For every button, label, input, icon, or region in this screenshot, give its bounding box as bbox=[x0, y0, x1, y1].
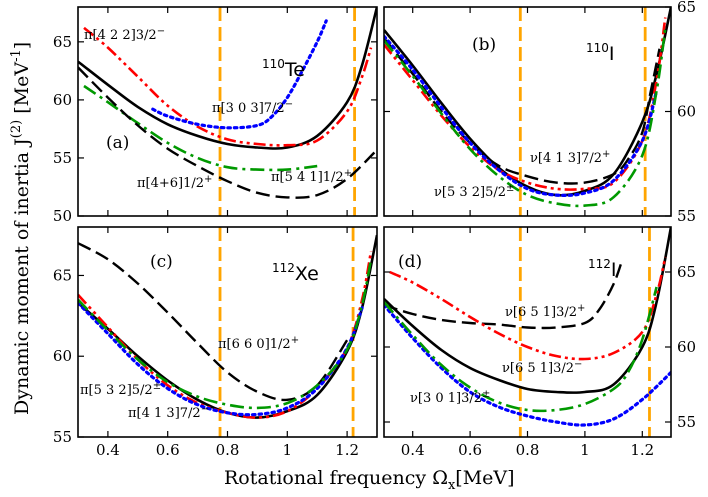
nucleus-label-a: 110Te bbox=[262, 57, 305, 81]
series-line-a-1 bbox=[83, 26, 373, 147]
x-tick-label-d-3: 1 bbox=[580, 441, 590, 459]
annotation-a-3: π[5 4 1]1/2+ bbox=[271, 168, 352, 185]
panel-a-plot bbox=[78, 7, 377, 216]
series-line-d-4 bbox=[384, 286, 658, 413]
series-line-b-2 bbox=[384, 17, 667, 191]
panel-frame-c bbox=[77, 226, 378, 438]
y-tick-label-a-0: 50 bbox=[53, 207, 72, 225]
y-tick-label-b-0: 55 bbox=[677, 207, 696, 225]
series-line-d-2 bbox=[389, 256, 667, 361]
nucleus-label-b: 110I bbox=[586, 41, 615, 65]
y-tick-label-b-1: 60 bbox=[677, 103, 696, 121]
annotation-a-1: π[3 0 3]7/2− bbox=[212, 99, 293, 116]
panel-b-annotations: ν[4 1 3]7/2+ ν[5 3 2]5/2± (b) 110I bbox=[434, 35, 615, 200]
series-line-d-0 bbox=[384, 227, 671, 395]
x-tick-label-c-3: 1 bbox=[283, 441, 293, 459]
y-tick-label-b-2: 65 bbox=[677, 0, 696, 16]
series-line-b-3 bbox=[384, 34, 659, 198]
nucleus-label-d: 112I bbox=[588, 257, 617, 281]
annotation-b-0: ν[4 1 3]7/2+ bbox=[530, 149, 610, 166]
panel-label-d: (d) bbox=[398, 252, 422, 272]
series-line-d-1 bbox=[384, 259, 624, 330]
panel-label-a: (a) bbox=[106, 133, 129, 153]
x-tick-label-d-2: 0.8 bbox=[516, 441, 540, 459]
y-tick-label-d-0: 55 bbox=[677, 413, 696, 431]
panel-frame-b bbox=[383, 6, 672, 217]
panel-d-annotations: ν[6 5 1]3/2+ ν[6 5 1]3/2− ν[3 0 1]3/2± (… bbox=[398, 252, 617, 406]
x-tick-label-d-4: 1.2 bbox=[630, 441, 654, 459]
x-tick-label-c-2: 0.8 bbox=[216, 441, 240, 459]
frame-layer: 50 55 60 65 55 60 65 0.4 0.6 0.8 1 1.2 55 60 65 0.4 0.6 0… bbox=[53, 0, 696, 459]
annotation-a-2: π[4+6]1/2+ bbox=[137, 174, 212, 191]
nucleus-label-c: 112Xe bbox=[272, 261, 319, 285]
annotation-d-1: ν[6 5 1]3/2− bbox=[502, 359, 582, 376]
series-line-c-3 bbox=[78, 301, 364, 417]
series-line-b-1 bbox=[384, 37, 661, 185]
series-line-d-3 bbox=[384, 303, 671, 427]
y-tick-label-c-1: 60 bbox=[53, 347, 72, 365]
annotation-d-0: ν[6 5 1]3/2+ bbox=[505, 303, 585, 320]
series-line-a-4 bbox=[78, 66, 377, 199]
x-tick-label-c-1: 0.6 bbox=[156, 441, 180, 459]
x-tick-label-c-4: 1.2 bbox=[335, 441, 359, 459]
y-axis-title: Dynamic moment of inertia J(2) [MeV-1] bbox=[9, 42, 33, 415]
annotation-a-0: π[4 2 2]3/2− bbox=[84, 26, 165, 43]
panel-a-annotations: π[4 2 2]3/2− π[3 0 3]7/2− π[4+6]1/2+ π[5… bbox=[84, 26, 352, 191]
x-tick-label-c-0: 0.4 bbox=[96, 441, 120, 459]
panel-c-annotations: π[6 6 0]1/2+ π[5 3 2]5/2± π[4 1 3]7/2− (… bbox=[80, 252, 319, 421]
panel-b-plot bbox=[384, 7, 671, 216]
x-tick-label-d-1: 0.6 bbox=[458, 441, 482, 459]
panel-label-b: (b) bbox=[472, 35, 496, 55]
panel-c-plot bbox=[78, 227, 377, 437]
y-tick-label-a-1: 55 bbox=[53, 149, 72, 167]
y-tick-label-c-0: 55 bbox=[53, 428, 72, 446]
annotation-c-0: π[6 6 0]1/2+ bbox=[218, 335, 299, 352]
y-tick-label-d-2: 65 bbox=[677, 263, 696, 281]
series-line-a-2 bbox=[151, 19, 328, 130]
y-tick-label-c-2: 65 bbox=[53, 266, 72, 284]
data-layer bbox=[78, 7, 671, 437]
panel-d-plot bbox=[384, 227, 671, 437]
x-axis-title: Rotational frequency Ωx[MeV] bbox=[224, 467, 515, 493]
annotation-c-1: π[5 3 2]5/2± bbox=[80, 381, 161, 398]
series-line-c-4 bbox=[78, 259, 373, 410]
x-tick-label-d-0: 0.4 bbox=[401, 441, 425, 459]
y-tick-label-d-1: 60 bbox=[677, 338, 696, 356]
annotation-b-1: ν[5 3 2]5/2± bbox=[434, 183, 514, 200]
y-tick-label-a-3: 65 bbox=[53, 33, 72, 51]
series-line-b-4 bbox=[384, 27, 667, 208]
y-tick-label-a-2: 60 bbox=[53, 91, 72, 109]
annotation-d-2: ν[3 0 1]3/2± bbox=[410, 389, 490, 406]
panel-label-c: (c) bbox=[150, 252, 173, 272]
series-line-a-3 bbox=[83, 84, 318, 172]
series-line-a-0 bbox=[78, 7, 377, 150]
annotation-c-2: π[4 1 3]7/2− bbox=[128, 404, 209, 421]
